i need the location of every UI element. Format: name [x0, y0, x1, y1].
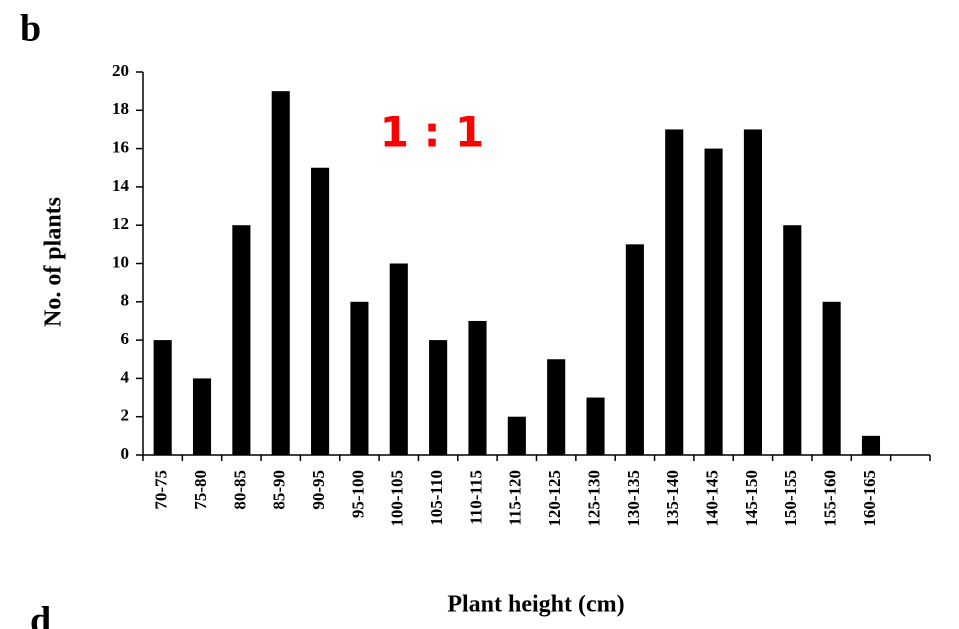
- x-tick-label: 95-100: [348, 470, 367, 518]
- y-tick-label: 18: [112, 99, 129, 118]
- bar: [192, 378, 212, 455]
- bar: [743, 129, 762, 455]
- panel-label: d: [30, 600, 51, 629]
- y-tick-label: 0: [121, 444, 130, 463]
- y-tick-label: 10: [112, 252, 129, 271]
- x-tick-label: 120-125: [545, 470, 564, 527]
- bar: [704, 148, 723, 455]
- x-tick-label: 155-160: [821, 470, 840, 527]
- bar: [586, 397, 605, 455]
- x-tick-label: 100-105: [388, 470, 407, 527]
- bar: [153, 340, 172, 455]
- y-tick-label: 8: [121, 291, 130, 310]
- x-tick-label: 105-110: [427, 470, 446, 526]
- x-tick-label: 135-140: [663, 470, 682, 527]
- y-axis-label: No. of plants: [41, 197, 67, 327]
- x-tick-label: 80-85: [230, 470, 249, 510]
- y-tick-label: 12: [112, 214, 129, 233]
- bar: [625, 244, 644, 455]
- x-tick-label: 70-75: [152, 470, 171, 510]
- x-tick-label: 125-130: [584, 470, 603, 527]
- bar: [271, 91, 290, 456]
- x-tick-label: 145-150: [742, 470, 761, 527]
- bar: [232, 225, 251, 455]
- bar: [861, 435, 881, 455]
- x-tick-label: 150-155: [781, 470, 800, 527]
- x-tick-label: 75-80: [191, 470, 210, 510]
- x-tick-label: 110-115: [466, 470, 485, 525]
- x-tick-label: 130-135: [624, 470, 643, 527]
- bar: [665, 129, 684, 455]
- y-tick-label: 14: [112, 176, 130, 195]
- x-tick-label: 160-165: [860, 470, 879, 527]
- bar: [822, 301, 841, 455]
- y-tick-label: 6: [121, 329, 130, 348]
- y-tick-label: 16: [112, 138, 129, 157]
- bar: [468, 320, 487, 455]
- y-tick-label: 4: [121, 367, 130, 386]
- x-tick-label: 140-145: [702, 470, 721, 527]
- x-tick-label: 90-95: [309, 470, 328, 510]
- panel-label: b: [20, 8, 41, 50]
- bar: [350, 301, 369, 455]
- y-tick-label: 20: [112, 61, 129, 80]
- bar: [389, 263, 408, 455]
- x-tick-label: 85-90: [270, 470, 289, 510]
- bar: [547, 359, 566, 455]
- bar: [429, 340, 448, 455]
- x-tick-label: 115-120: [506, 470, 525, 526]
- bar: [507, 416, 526, 455]
- bar: [783, 225, 802, 455]
- annotation: 1 : 1: [380, 108, 485, 157]
- bar: [311, 167, 330, 455]
- y-tick-label: 2: [121, 406, 130, 425]
- x-axis-label: Plant height (cm): [447, 592, 624, 618]
